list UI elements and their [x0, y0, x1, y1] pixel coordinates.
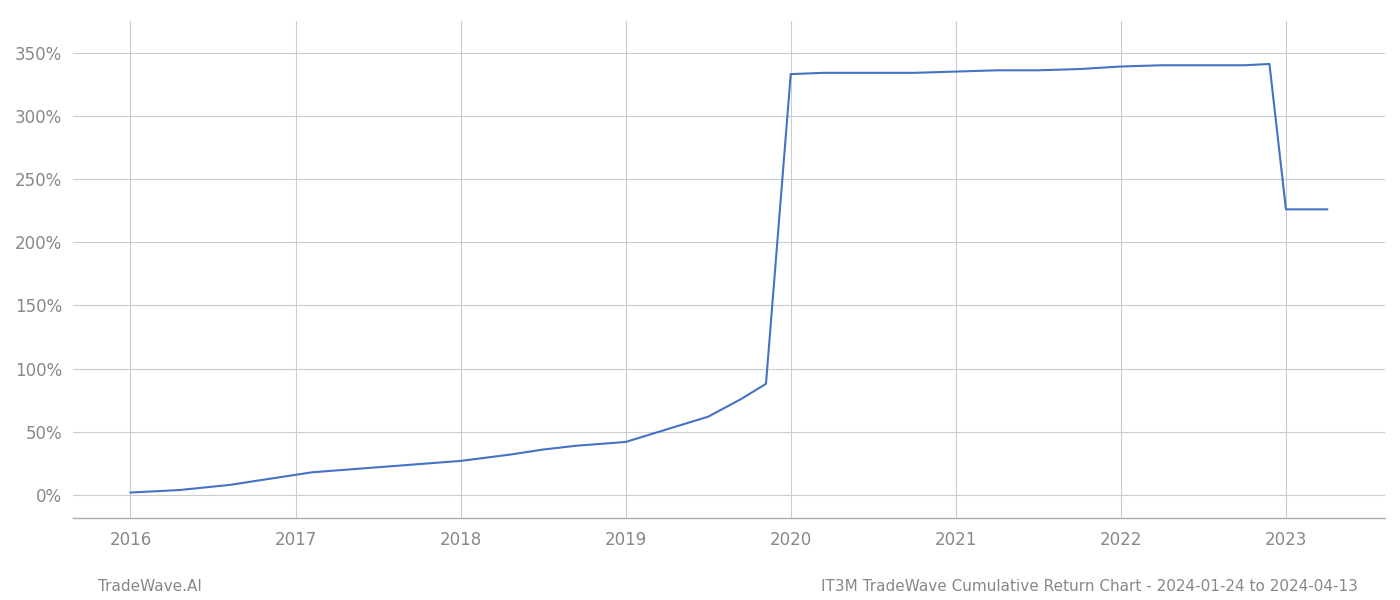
Text: IT3M TradeWave Cumulative Return Chart - 2024-01-24 to 2024-04-13: IT3M TradeWave Cumulative Return Chart -… — [822, 579, 1358, 594]
Text: TradeWave.AI: TradeWave.AI — [98, 579, 202, 594]
